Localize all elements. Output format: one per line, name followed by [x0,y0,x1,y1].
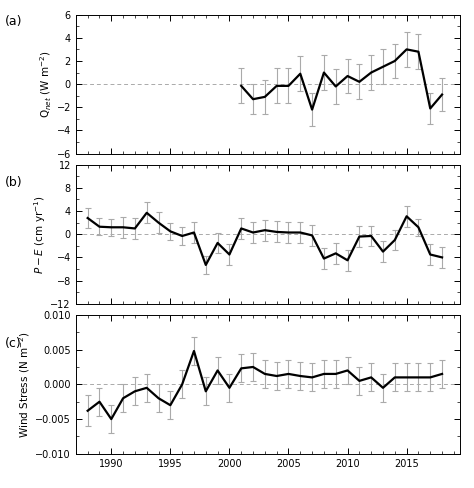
Y-axis label: Q$_{net}$ (W m$^{-2}$): Q$_{net}$ (W m$^{-2}$) [38,50,54,118]
Text: (b): (b) [5,176,22,189]
Text: (a): (a) [5,15,22,28]
Y-axis label: $P-E$ (cm yr$^{-1}$): $P-E$ (cm yr$^{-1}$) [32,195,48,274]
Text: (c): (c) [5,337,21,350]
Y-axis label: Wind Stress (N m$^{-2}$): Wind Stress (N m$^{-2}$) [18,331,32,438]
